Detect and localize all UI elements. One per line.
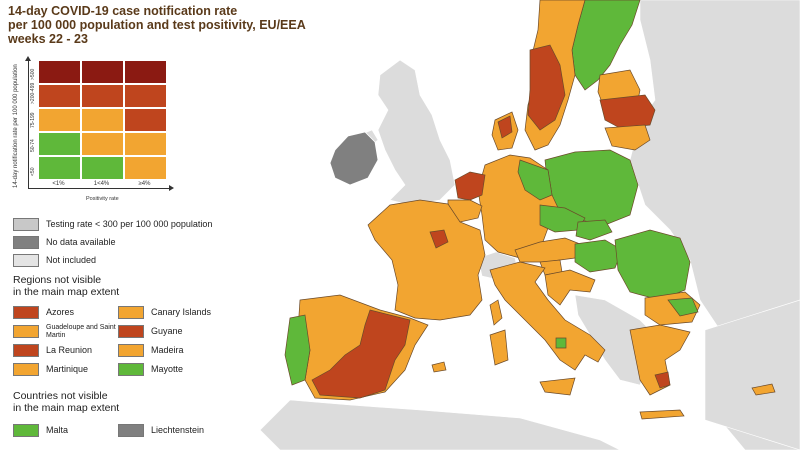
turkey-ukraine-east [704,299,800,450]
region-swatch [13,344,39,357]
spain-red [311,309,411,399]
matrix-cell-r3-c1 [81,132,124,156]
matrix-row-label: 75-199 [30,112,36,128]
matrix-cell-r3-c2 [124,132,167,156]
matrix-cell-r4-c2 [124,156,167,180]
countries-heading-line-1: Countries not visible [13,390,108,402]
region-swatch [118,325,144,338]
country-swatch [13,424,39,437]
map-title: 14-day COVID-19 case notification rate p… [8,4,368,46]
legend-matrix [38,60,170,181]
france-paris-red [429,229,449,249]
region-label: Azores [46,307,75,317]
italy [489,261,606,371]
denmark-red [497,115,513,139]
regions-heading-line-2: in the main map extent [13,286,120,298]
matrix-row-label: >200-499 [30,82,36,104]
matrix-x-axis-title: Positivity rate [86,196,119,202]
region-swatch [118,306,144,319]
germany-east-green [517,159,553,201]
country-label: Liechtenstein [151,425,205,435]
title-line-2: per 100 000 population and test positivi… [8,18,306,32]
matrix-cell-r0-c2 [124,60,167,84]
matrix-cell-r0-c1 [81,60,124,84]
region-label: Martinique [46,364,89,374]
sicily [539,377,576,396]
matrix-cell-r1-c2 [124,84,167,108]
region-label: Canary Islands [151,307,212,317]
matrix-col-label: 1<4% [93,181,110,187]
matrix-row-label: >500 [30,68,36,80]
region-swatch [118,363,144,376]
region-swatch [118,344,144,357]
region-label: La Reunion [46,345,93,355]
matrix-cell-r2-c0 [38,108,81,132]
north-africa [259,399,621,450]
matrix-cell-r2-c1 [81,108,124,132]
no-data-swatch [13,236,39,249]
hungary [574,239,623,273]
not-included-label: Not included [46,255,97,265]
title-line-3: weeks 22 - 23 [8,32,88,46]
italy-green [555,337,567,349]
testing-rate-swatch [13,218,39,231]
region-label: Guyane [151,326,183,336]
region-label: Guadeloupe and Saint Martin [46,324,116,339]
region-label: Madeira [151,345,184,355]
regions-heading-line-1: Regions not visible [13,274,102,286]
netherlands [454,171,486,201]
matrix-cell-r2-c2 [124,108,167,132]
matrix-cell-r1-c1 [81,84,124,108]
x-axis-arrow [28,185,174,191]
matrix-cell-r3-c0 [38,132,81,156]
y-axis-arrow [25,56,31,188]
bulgaria-green [667,297,699,317]
corsica [489,299,503,326]
countries-heading: Countries not visible in the main map ex… [13,390,119,414]
balearic-islands [431,361,447,373]
matrix-y-axis-title: 14-day notification rate per 100 000 pop… [13,64,19,188]
matrix-cell-r4-c0 [38,156,81,180]
region-swatch [13,325,39,338]
no-data-label: No data available [46,237,116,247]
portugal [284,314,311,386]
country-label: Malta [46,425,69,435]
great-britain [377,59,456,206]
matrix-col-label: <1% [52,181,65,187]
romania [614,229,691,301]
title-line-1: 14-day COVID-19 case notification rate [8,4,238,18]
crete [639,409,685,420]
region-label: Mayotte [151,364,184,374]
matrix-cell-r1-c0 [38,84,81,108]
matrix-row-label: <50 [30,167,36,176]
sardinia [489,329,509,366]
cyprus [751,383,776,396]
region-swatch [13,306,39,319]
france [367,199,486,321]
ireland [329,131,379,186]
not-included-swatch [13,254,39,267]
matrix-cell-r4-c1 [81,156,124,180]
slovakia [575,219,613,241]
latvia [599,94,656,129]
country-swatch [118,424,144,437]
region-swatch [13,363,39,376]
countries-heading-line-2: in the main map extent [13,402,120,414]
lithuania [604,124,651,151]
sweden-red [527,44,566,131]
matrix-row-label: 50-74 [30,139,36,152]
croatia [544,269,596,306]
greece-red [654,371,671,389]
matrix-col-label: ≥4% [138,181,151,187]
testing-rate-label: Testing rate < 300 per 100 000 populatio… [46,219,213,229]
regions-heading: Regions not visible in the main map exte… [13,274,119,298]
matrix-cell-r0-c0 [38,60,81,84]
